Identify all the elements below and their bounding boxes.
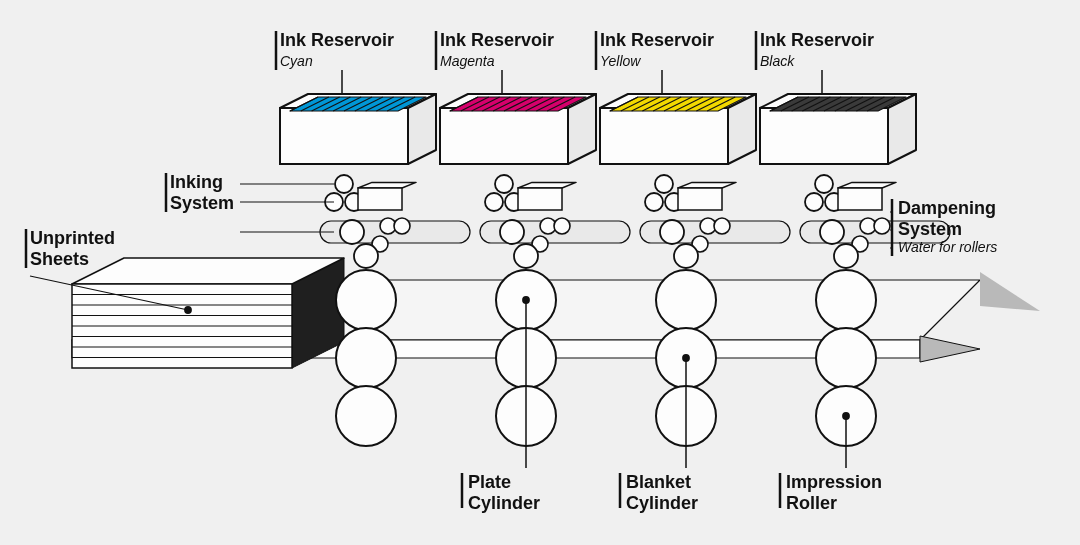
- svg-point-154: [683, 355, 689, 361]
- svg-point-151: [523, 297, 529, 303]
- svg-point-141: [185, 307, 191, 313]
- svg-point-136: [816, 270, 876, 330]
- svg-point-132: [874, 218, 890, 234]
- svg-point-48: [336, 386, 396, 446]
- svg-point-102: [714, 218, 730, 234]
- svg-point-46: [336, 270, 396, 330]
- svg-point-126: [815, 175, 833, 193]
- svg-point-66: [495, 175, 513, 193]
- svg-point-104: [660, 220, 684, 244]
- svg-point-96: [655, 175, 673, 193]
- svg-rect-84: [600, 108, 728, 164]
- svg-point-105: [674, 244, 698, 268]
- svg-point-127: [805, 193, 823, 211]
- svg-point-72: [554, 218, 570, 234]
- svg-point-45: [354, 244, 378, 268]
- svg-rect-24: [280, 108, 408, 164]
- svg-point-157: [843, 413, 849, 419]
- svg-point-42: [394, 218, 410, 234]
- svg-point-106: [656, 270, 716, 330]
- svg-point-75: [514, 244, 538, 268]
- svg-rect-40: [358, 188, 402, 210]
- svg-point-134: [820, 220, 844, 244]
- svg-point-97: [645, 193, 663, 211]
- svg-point-135: [834, 244, 858, 268]
- svg-rect-130: [838, 188, 882, 210]
- svg-rect-70: [518, 188, 562, 210]
- svg-rect-54: [440, 108, 568, 164]
- svg-point-137: [816, 328, 876, 388]
- svg-point-67: [485, 193, 503, 211]
- svg-point-47: [336, 328, 396, 388]
- svg-point-74: [500, 220, 524, 244]
- svg-rect-100: [678, 188, 722, 210]
- svg-point-44: [340, 220, 364, 244]
- svg-rect-114: [760, 108, 888, 164]
- svg-point-36: [335, 175, 353, 193]
